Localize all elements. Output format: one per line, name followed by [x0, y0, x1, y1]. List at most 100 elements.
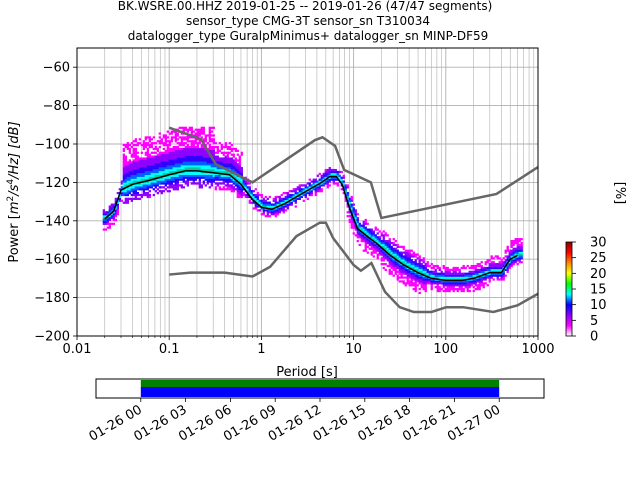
psd-cell: [512, 249, 515, 252]
psd-cell: [124, 182, 127, 185]
psd-cell: [366, 245, 369, 248]
psd-cell: [164, 157, 167, 160]
psd-cell: [128, 174, 131, 177]
psd-cell: [412, 253, 415, 256]
psd-cell: [192, 130, 195, 133]
psd-cell: [114, 211, 117, 214]
psd-cell: [430, 286, 433, 289]
psd-cell: [184, 151, 187, 154]
psd-cell: [190, 145, 193, 149]
psd-cell: [200, 153, 203, 156]
psd-cell: [408, 257, 411, 260]
psd-cell: [136, 188, 139, 191]
psd-cell: [348, 203, 351, 206]
psd-cell: [136, 178, 139, 181]
psd-cell: [510, 240, 513, 243]
psd-cell: [474, 278, 477, 281]
psd-cell: [152, 159, 155, 162]
psd-cell: [132, 155, 135, 158]
psd-cell: [394, 251, 397, 254]
psd-cell: [198, 153, 201, 156]
psd-cell: [260, 199, 263, 202]
psd-cell: [262, 209, 265, 212]
psd-cell: [494, 272, 497, 275]
psd-cell: [262, 211, 265, 214]
psd-cell: [426, 280, 429, 283]
psd-cell: [388, 245, 391, 248]
psd-cell: [170, 138, 173, 141]
psd-cell: [144, 172, 147, 176]
psd-cell: [188, 136, 191, 139]
psd-cell: [286, 193, 289, 197]
psd-cell: [372, 230, 375, 233]
psd-cell: [314, 178, 317, 181]
psd-cell: [466, 274, 469, 277]
psd-cell: [500, 268, 503, 272]
psd-cell: [232, 153, 235, 156]
psd-cell: [230, 153, 233, 156]
psd-cell: [360, 224, 363, 227]
psd-cell: [228, 184, 231, 187]
psd-cell: [512, 247, 515, 250]
psd-cell: [396, 245, 399, 248]
psd-cell: [164, 167, 167, 170]
psd-cell: [412, 264, 415, 268]
psd-cell: [210, 180, 213, 183]
psd-cell: [350, 197, 353, 200]
psd-cell: [238, 195, 241, 199]
psd-cell: [410, 276, 413, 279]
psd-cell: [284, 203, 287, 206]
psd-cell: [274, 213, 277, 216]
psd-cell: [300, 195, 303, 199]
psd-cell: [420, 264, 423, 268]
psd-cell: [126, 197, 129, 200]
psd-cell: [518, 247, 521, 250]
psd-cell: [360, 236, 363, 239]
psd-cell: [136, 144, 139, 147]
psd-cell: [124, 168, 127, 172]
psd-cell: [126, 192, 129, 195]
psd-cell: [510, 263, 513, 266]
psd-cell: [452, 280, 455, 283]
psd-cell: [260, 205, 263, 208]
psd-cell: [294, 197, 297, 200]
psd-cell: [478, 276, 481, 279]
psd-cell: [516, 245, 519, 248]
psd-cell: [214, 186, 217, 189]
psd-cell: [416, 274, 419, 277]
psd-cell: [430, 263, 433, 266]
psd-cell: [180, 144, 183, 147]
psd-cell: [284, 205, 287, 208]
psd-cell: [164, 184, 167, 187]
psd-cell: [224, 184, 227, 187]
psd-cell: [444, 280, 447, 283]
psd-cell: [380, 232, 383, 235]
psd-cell: [248, 186, 251, 189]
psd-cell: [196, 145, 199, 149]
psd-cell: [132, 144, 135, 147]
noise-model-nlnm: [169, 221, 539, 314]
psd-cell: [520, 241, 523, 245]
psd-cell: [498, 270, 501, 273]
psd-cell: [102, 220, 106, 224]
psd-cell: [130, 168, 133, 172]
psd-cell: [386, 257, 389, 260]
psd-cell: [122, 172, 125, 176]
psd-cell: [102, 218, 106, 222]
timeline-bar-green: [140, 380, 500, 387]
psd-cell: [138, 180, 141, 183]
psd-cell: [464, 280, 467, 283]
psd-cell: [266, 205, 269, 208]
psd-cell: [154, 167, 157, 170]
psd-cell: [184, 174, 187, 177]
psd-cell: [382, 236, 385, 239]
psd-cell: [218, 182, 221, 185]
psd-cell: [502, 261, 505, 264]
psd-cell: [174, 140, 177, 143]
psd-cell: [304, 184, 307, 187]
psd-cell: [192, 174, 195, 177]
psd-cell: [112, 222, 115, 225]
psd-cell: [172, 157, 175, 160]
psd-cell: [220, 176, 223, 179]
psd-cell: [122, 184, 125, 187]
